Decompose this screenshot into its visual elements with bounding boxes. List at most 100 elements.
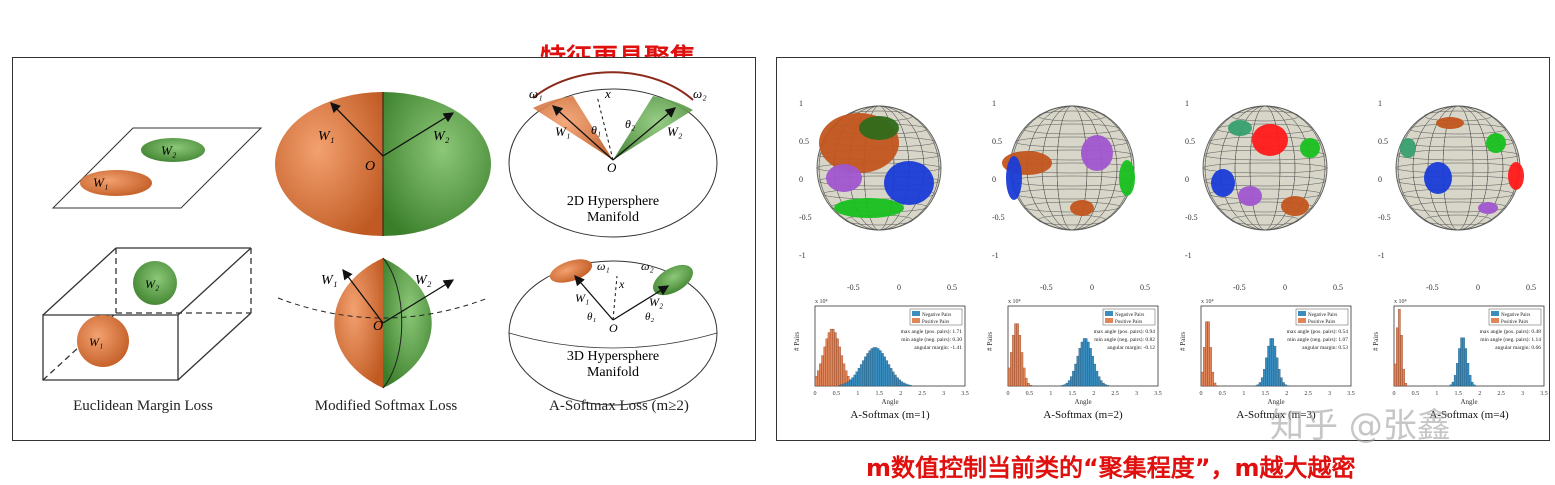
hist-bar-negative (1074, 363, 1077, 387)
hist-bar-positive (1393, 363, 1397, 387)
class-cluster (1252, 124, 1288, 156)
hist-xlabel: Angle (881, 398, 898, 406)
w1-label: W₁ (318, 129, 335, 144)
hist-bar-positive (836, 338, 839, 387)
hyper3d-title: 3D Hypersphere (567, 349, 659, 364)
hist-bar-negative (1097, 376, 1101, 387)
hist-bar-positive (1209, 347, 1212, 387)
hist-xtick: 1 (1242, 391, 1245, 397)
hist-bar-negative (1087, 341, 1090, 387)
hist-scale: x 10⁴ (1201, 299, 1214, 305)
class-cluster (1119, 160, 1135, 196)
legend-negative: Negative Pairs (922, 313, 951, 318)
sphere-latitude (1037, 110, 1107, 122)
axis-tick: -0.5 (799, 213, 812, 222)
hist-xtick: 2.5 (918, 391, 926, 397)
hist-stat: min angle (neg. pairs): 0.82 (1094, 336, 1155, 343)
hist-bar-positive (827, 332, 831, 387)
panel-title: A-Softmax (m=1) (850, 409, 930, 421)
w2-label: W₂ (161, 143, 177, 158)
asoftmax-2d-manifold: ω₁ ω₂ x W₁ W₂ θ₁ θ₂ O 2D Hypersphere Man… (508, 71, 718, 238)
hist-bar-positive (814, 375, 818, 387)
legend-negative: Negative Pairs (1115, 313, 1144, 318)
hist-stat: angular margin: 0.53 (1302, 345, 1348, 351)
hist-bar-negative (1095, 370, 1099, 387)
class1-cluster (80, 170, 152, 196)
hist-bar-negative (1466, 363, 1470, 387)
origin-label: O (373, 319, 383, 334)
hist-bar-positive (1396, 327, 1399, 387)
hyper2d-title: 2D Hypersphere (567, 194, 659, 209)
hist-scale: x 10⁴ (815, 299, 828, 305)
hist-bar-negative (1070, 376, 1073, 387)
hist-bar-negative (1082, 338, 1086, 387)
hist-bar-negative (1471, 381, 1474, 387)
hist-bar-positive (1018, 335, 1022, 387)
theta1-label: θ₁ (591, 123, 601, 137)
class-cluster (1211, 169, 1235, 197)
class-cluster (1238, 186, 1262, 206)
hist-bar-negative (887, 364, 891, 387)
left-figure-svg: W₂ W₁ W₂ W₁ W₁ W₂ O (42, 71, 718, 406)
hist-bar-negative (1282, 382, 1285, 387)
theta2-label: θ₂ (645, 311, 654, 323)
axis-tick: 0.5 (1333, 283, 1343, 292)
bottom-caption: m数值控制当前类的“聚集程度”，m越大越密 (866, 454, 1356, 482)
hist-xtick: 3.5 (1347, 391, 1355, 397)
hist-bar-negative (1102, 382, 1105, 387)
sphere-latitude (818, 175, 940, 187)
hist-bar-negative (1265, 357, 1268, 387)
sphere-latitude (1230, 110, 1300, 122)
class-cluster (1400, 138, 1416, 158)
hist-bar-negative (904, 383, 908, 387)
hist-bar-negative (874, 347, 878, 387)
hist-bar-negative (1076, 355, 1079, 387)
hist-bar-negative (864, 356, 867, 387)
hist-bar-positive (1014, 323, 1017, 387)
hist-bar-negative (855, 371, 859, 387)
sphere-latitude (1397, 149, 1519, 161)
hist-bar-negative (1080, 341, 1084, 387)
legend-swatch-positive (912, 318, 920, 323)
hist-xtick: 0 (814, 391, 817, 397)
hist-xtick: 3 (1135, 391, 1138, 397)
asoftmax-3d-manifold: ω₁ ω₂ x W₁ W₂ θ₁ θ₂ O 3D Hypersphere Man… (508, 259, 718, 406)
hist-xtick: 0.5 (833, 391, 841, 397)
axis-tick: 0 (799, 175, 803, 184)
hist-xtick: 2 (899, 391, 902, 397)
hist-bar-positive (840, 355, 844, 387)
omega1-label: ω₁ (597, 259, 610, 273)
sphere-latitude (1401, 188, 1515, 200)
asoftmax-caption: A-Softmax Loss (m≥2) (549, 398, 689, 414)
axis-tick: 0 (1476, 283, 1480, 292)
class-cluster (1281, 196, 1309, 216)
hist-bar-positive (1007, 367, 1011, 387)
hist-bar-positive (838, 346, 841, 387)
legend-negative: Negative Pairs (1308, 313, 1337, 318)
w2-label: W₂ (667, 124, 683, 139)
hist-bar-positive (821, 355, 824, 387)
hist-bar-negative (1269, 338, 1272, 387)
hist-stat: angular margin: -0.12 (1107, 345, 1155, 351)
class-cluster (859, 116, 899, 140)
hist-bar-negative (1468, 375, 1472, 387)
axis-tick: 0 (1090, 283, 1094, 292)
hist-bar-negative (862, 360, 865, 387)
axis-tick: 0.5 (1140, 283, 1150, 292)
sphere-latitude (1204, 175, 1326, 187)
hist-bar-negative (885, 360, 889, 387)
hist-bar-negative (1462, 337, 1465, 387)
panel-col-1: 1 0.5 0 -0.5 -1 -0.5 0 0.5 x 10⁴ # Pairs Negative … (793, 99, 969, 421)
hist-bar-positive (823, 346, 826, 387)
hist-bar-negative (868, 350, 871, 387)
watermark: 知乎 @张鑫 (1270, 406, 1451, 446)
right-figure-panel: 1 0.5 0 -0.5 -1 -0.5 0 0.5 x 10⁴ # Pairs Negative … (776, 57, 1550, 441)
hist-bar-negative (1104, 384, 1107, 387)
hist-bar-negative (1106, 385, 1109, 387)
hist-bar-positive (842, 363, 846, 387)
w2-label: W₂ (415, 273, 432, 288)
hist-bar-negative (1065, 382, 1069, 387)
hist-xtick: 2 (1285, 391, 1288, 397)
hist-bar-negative (1091, 355, 1094, 387)
class-cluster (1228, 120, 1252, 136)
